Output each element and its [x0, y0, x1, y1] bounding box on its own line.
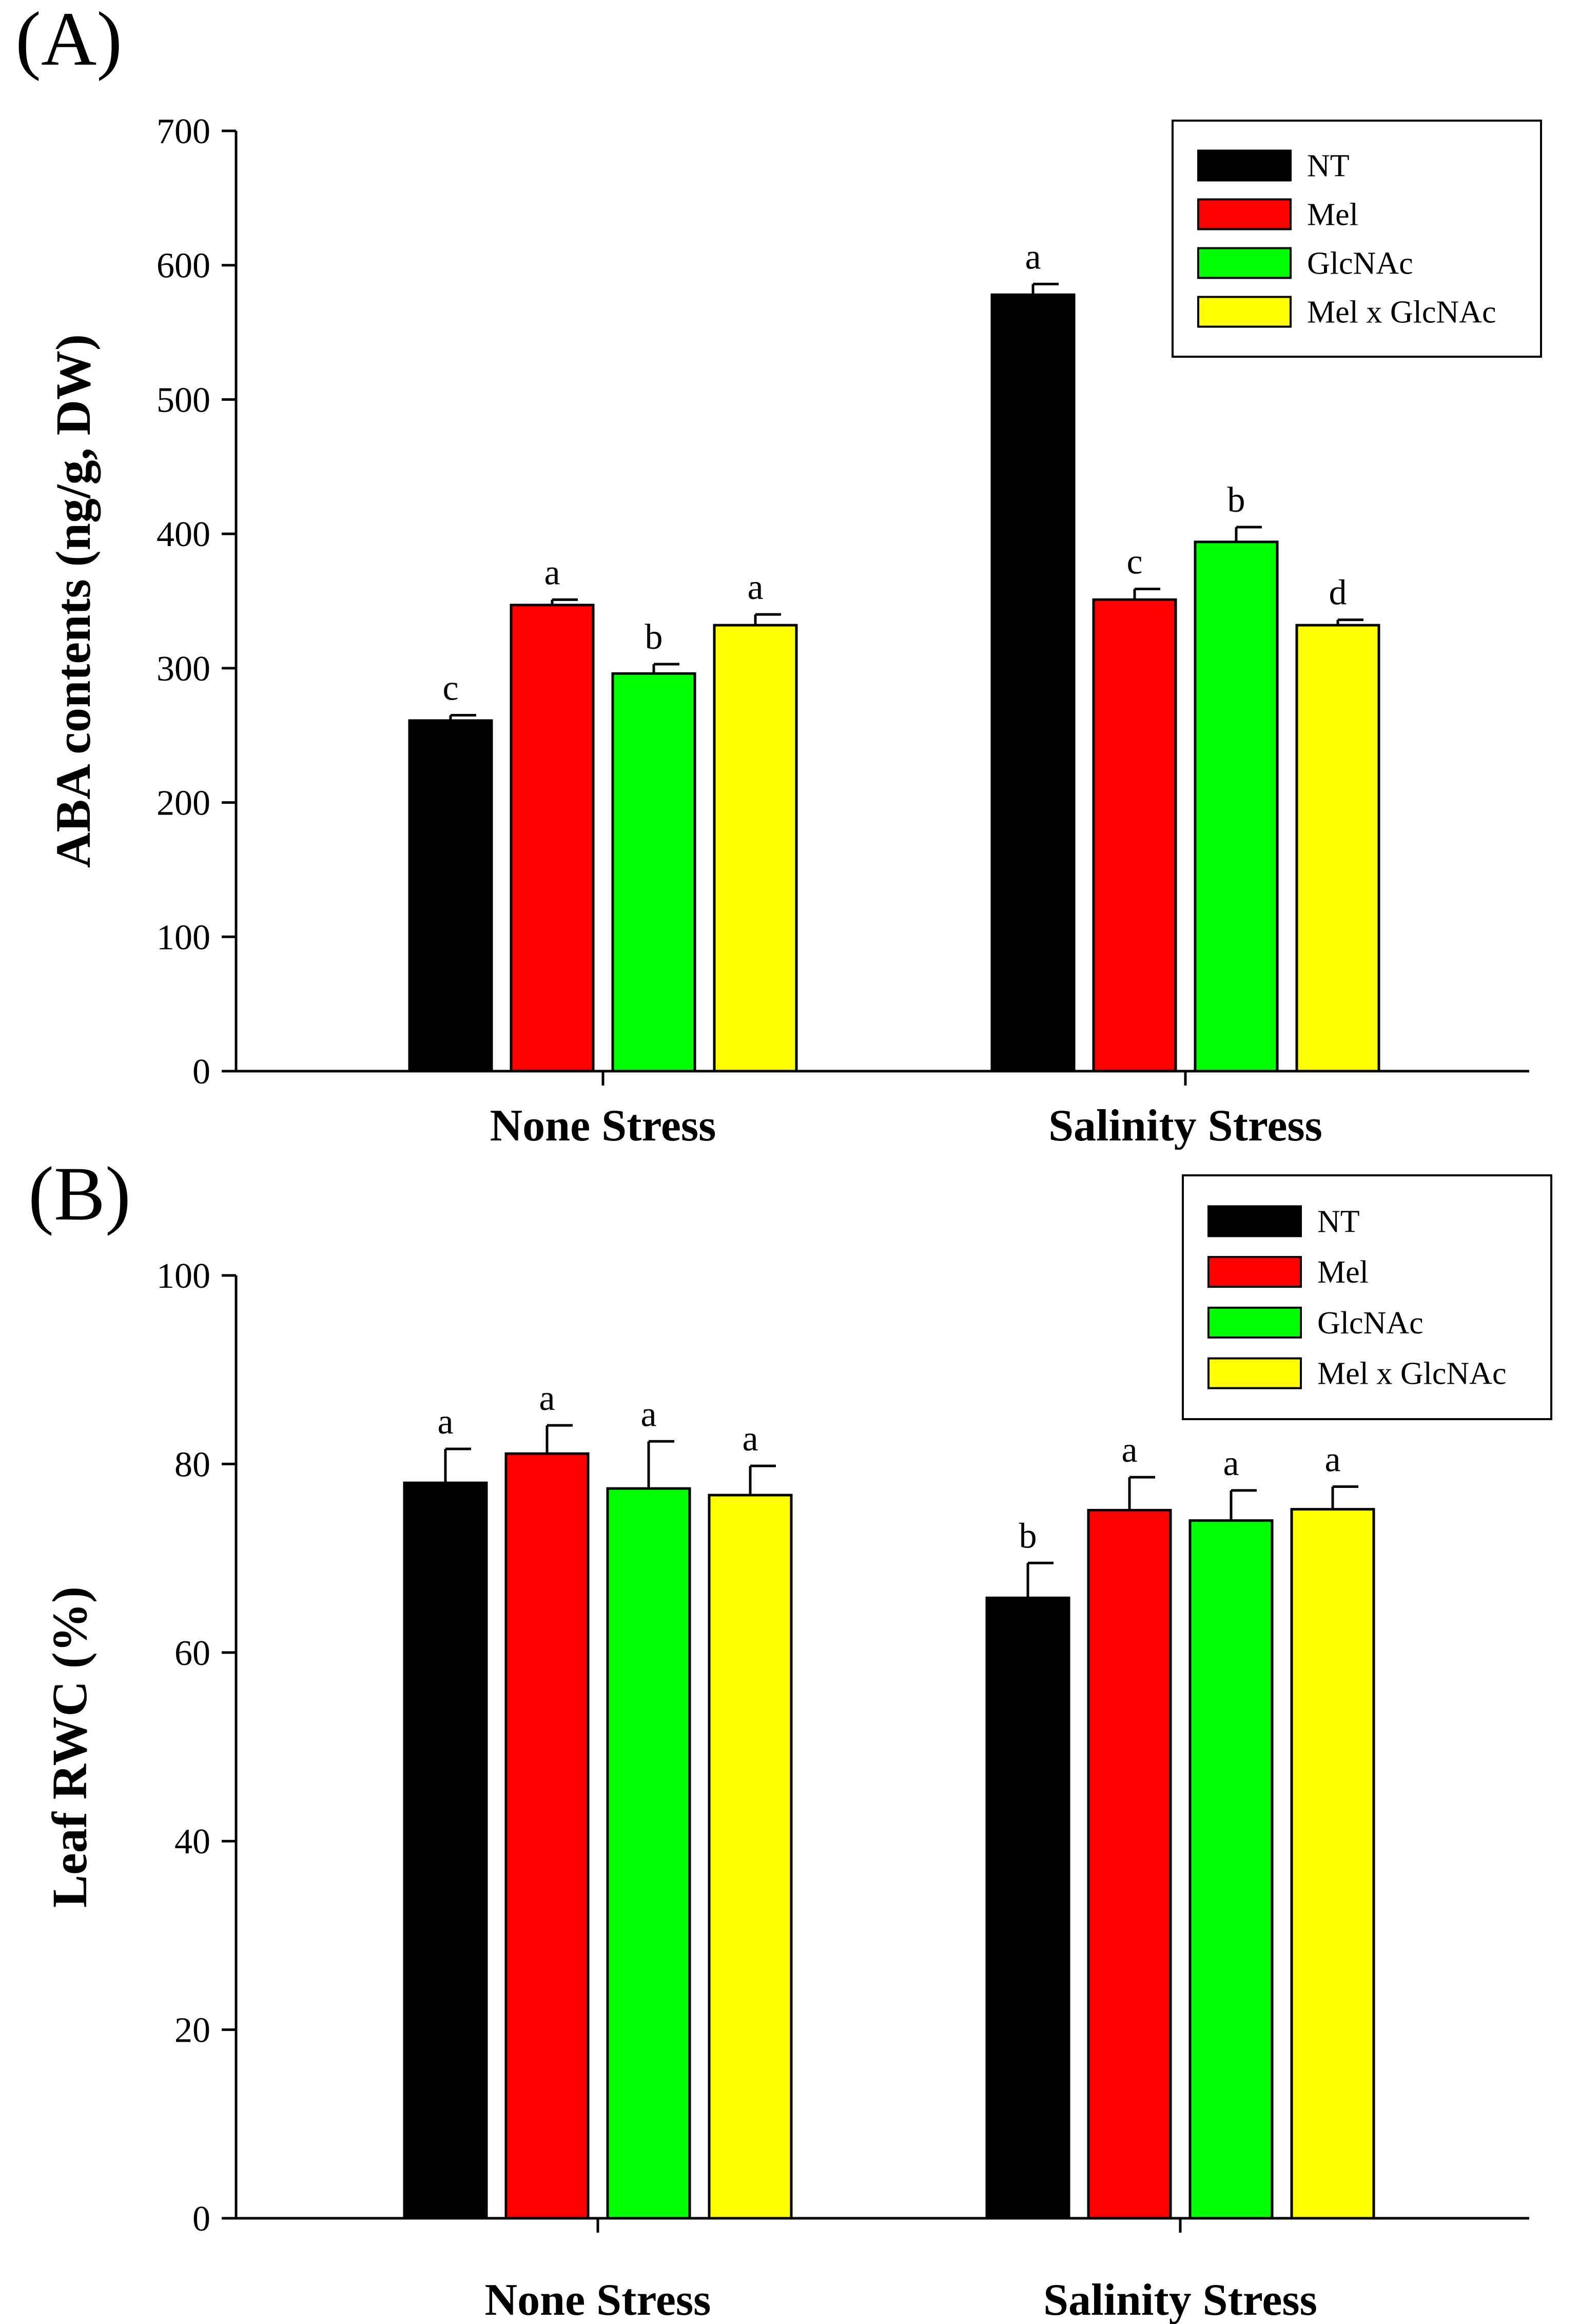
legend-label: Mel [1317, 1255, 1369, 1290]
bar [1087, 1508, 1172, 2220]
legend-label: GlcNAc [1307, 246, 1413, 281]
significance-letter: a [544, 553, 560, 592]
bar [408, 719, 493, 1073]
x-category-label: None Stress [485, 2275, 711, 2324]
legend-swatch [1197, 296, 1292, 328]
significance-letter: c [442, 668, 458, 708]
legend-label: Mel [1307, 198, 1358, 233]
bar [1188, 1519, 1274, 2220]
y-tick-label: 600 [157, 246, 210, 286]
significance-letter: a [1223, 1444, 1239, 1483]
legend-swatch [1197, 198, 1292, 230]
significance-letter: a [1324, 1440, 1340, 1479]
y-axis-title: ABA contents (ng/g, DW) [46, 334, 101, 868]
legend-label: NT [1307, 149, 1350, 184]
significance-letter: c [1126, 542, 1142, 582]
significance-letter: b [645, 617, 663, 657]
legend-swatch [1207, 1256, 1302, 1288]
bar [611, 672, 696, 1073]
y-tick-label: 100 [157, 918, 210, 957]
y-tick-label: 80 [174, 1445, 210, 1484]
y-tick-label: 300 [157, 649, 210, 689]
y-tick-label: 0 [192, 1052, 210, 1092]
panel-label-b: (B) [28, 1151, 131, 1236]
y-tick-label: 100 [157, 1256, 210, 1296]
aba-contents-chart: 0 100 200 300 400 500 600 700 None Stress Salinit… [46, 112, 1542, 1150]
bar [1092, 598, 1177, 1073]
significance-letter: d [1329, 573, 1347, 613]
significance-letter: a [539, 1379, 555, 1418]
y-tick-label: 400 [157, 515, 210, 554]
bar [713, 624, 798, 1073]
y-tick-label: 200 [157, 784, 210, 823]
legend-swatch [1197, 247, 1292, 279]
leaf-rwc-chart: 0 20 40 60 80 100 None Stress Salinity Stress Le… [42, 1174, 1552, 2324]
legend-swatch [1207, 1306, 1302, 1339]
legend-swatch [1207, 1357, 1302, 1389]
significance-letter: a [1121, 1430, 1137, 1470]
significance-letter: a [1025, 237, 1041, 277]
legend-swatch [1207, 1205, 1302, 1237]
bar [510, 604, 595, 1073]
significance-letter: a [747, 568, 763, 607]
significance-letter: a [742, 1419, 758, 1459]
y-tick-label: 20 [174, 2011, 210, 2050]
x-category-label: None Stress [490, 1101, 716, 1150]
y-tick-label: 700 [157, 112, 210, 151]
significance-letter: b [1019, 1516, 1037, 1556]
legend-label: NT [1317, 1204, 1360, 1239]
significance-letter: a [437, 1402, 453, 1442]
bar [504, 1452, 590, 2220]
y-tick-label: 60 [174, 1634, 210, 1673]
x-category-label: Salinity Stress [1048, 1101, 1322, 1150]
y-tick-label: 500 [157, 380, 210, 420]
bar [403, 1481, 488, 2220]
panel-label-a: (A) [15, 0, 123, 82]
significance-letter: a [640, 1395, 656, 1434]
legend-label: Mel x GlcNAc [1317, 1357, 1506, 1391]
y-axis-title: Leaf RWC (%) [42, 1586, 97, 1908]
bar [990, 293, 1076, 1073]
y-tick-label: 40 [174, 1822, 210, 1862]
bar [985, 1596, 1070, 2220]
y-tick-label: 0 [192, 2199, 210, 2239]
bar [1194, 540, 1279, 1073]
legend-label: GlcNAc [1317, 1306, 1424, 1341]
bar [1295, 624, 1380, 1073]
bar [708, 1494, 793, 2220]
bar [1290, 1508, 1375, 2220]
significance-letter: b [1227, 480, 1245, 520]
bar [606, 1487, 691, 2220]
x-category-label: Salinity Stress [1043, 2275, 1317, 2324]
legend-swatch [1197, 149, 1292, 182]
legend-label: Mel x GlcNAc [1307, 295, 1496, 330]
